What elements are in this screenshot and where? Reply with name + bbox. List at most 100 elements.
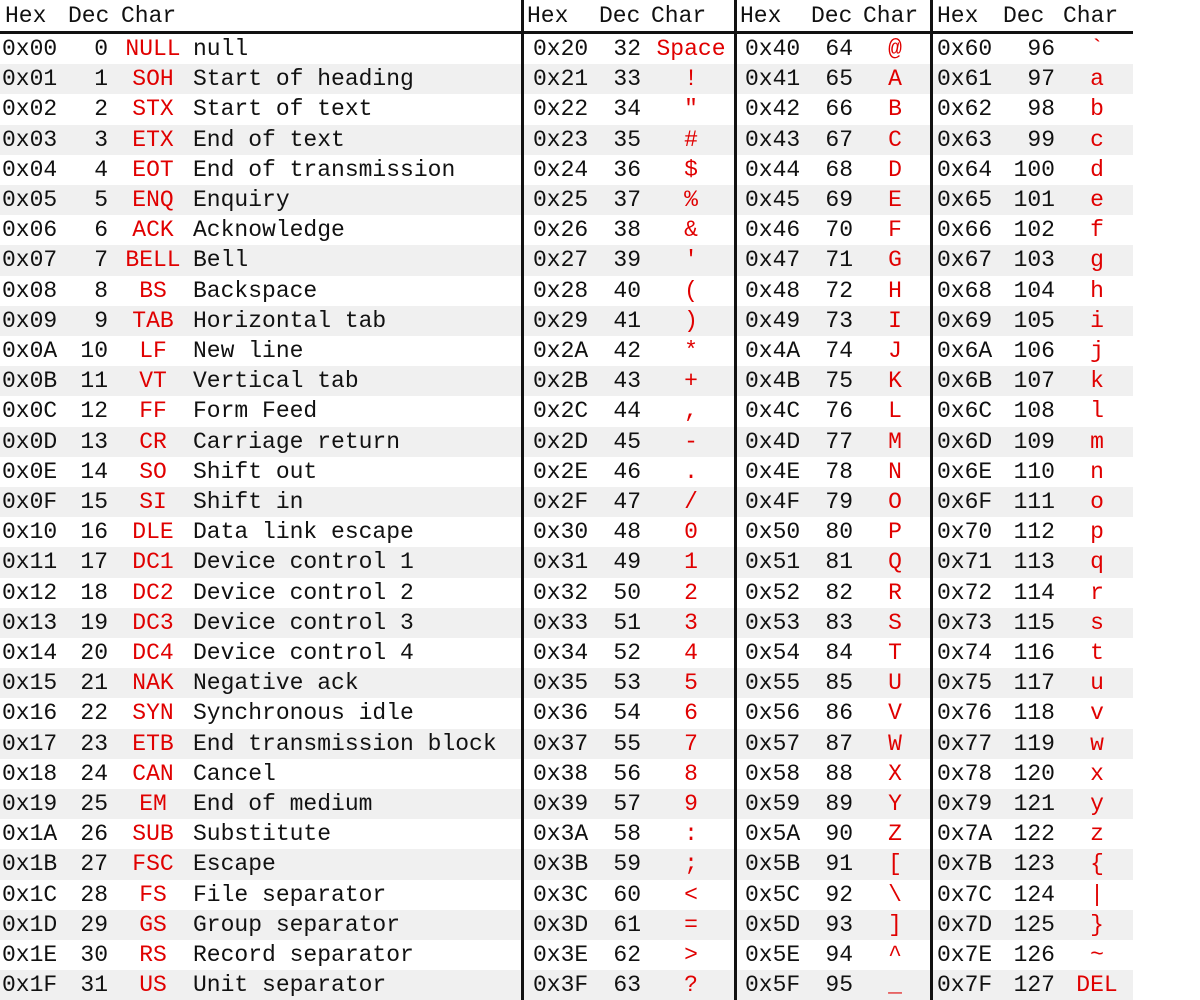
hex-cell: 0x4D bbox=[745, 428, 801, 455]
hex-cell: 0x15 bbox=[2, 670, 58, 697]
dec-cell: 20 bbox=[80, 640, 108, 666]
char-cell: k bbox=[1090, 368, 1104, 395]
char-cell: ENQ bbox=[132, 187, 174, 213]
hex-cell: 0x7F bbox=[937, 972, 993, 999]
hex-cell: 0x62 bbox=[937, 96, 993, 123]
hex-cell: 0x61 bbox=[937, 66, 993, 93]
dec-cell: 3 bbox=[94, 126, 108, 153]
hex-cell: 0x7E bbox=[937, 942, 993, 968]
char-cell: < bbox=[684, 881, 698, 908]
row-stripe bbox=[0, 305, 1133, 336]
hex-cell: 0x17 bbox=[2, 730, 58, 757]
dec-cell: 76 bbox=[825, 398, 853, 425]
dec-cell: 95 bbox=[825, 972, 853, 999]
column-divider bbox=[734, 0, 737, 1000]
row-stripe bbox=[0, 245, 1133, 276]
dec-cell: 19 bbox=[80, 609, 108, 636]
dec-cell: 67 bbox=[825, 126, 853, 153]
char-cell: GS bbox=[139, 911, 167, 938]
char-cell: P bbox=[888, 519, 902, 546]
hex-cell: 0x68 bbox=[937, 277, 993, 304]
dec-cell: 40 bbox=[613, 277, 641, 304]
char-cell: NULL bbox=[125, 36, 181, 62]
dec-cell: 18 bbox=[80, 579, 108, 606]
column-header: Hex bbox=[527, 3, 569, 29]
hex-cell: 0x46 bbox=[745, 217, 801, 244]
hex-cell: 0x5E bbox=[745, 942, 801, 968]
char-cell: D bbox=[888, 156, 902, 183]
hex-cell: 0x2A bbox=[533, 338, 589, 364]
description-cell: Shift in bbox=[193, 489, 304, 515]
dec-cell: 75 bbox=[825, 368, 853, 395]
char-cell: R bbox=[888, 579, 902, 606]
char-cell: j bbox=[1090, 338, 1104, 364]
dec-cell: 8 bbox=[94, 277, 108, 304]
hex-cell: 0x21 bbox=[533, 66, 589, 93]
hex-cell: 0x1C bbox=[2, 881, 58, 908]
row-stripe bbox=[0, 124, 1133, 155]
hex-cell: 0x44 bbox=[745, 156, 801, 183]
char-cell: DEL bbox=[1076, 972, 1118, 999]
hex-cell: 0x08 bbox=[2, 277, 58, 304]
dec-cell: 101 bbox=[1013, 187, 1055, 213]
hex-cell: 0x02 bbox=[2, 96, 58, 123]
hex-cell: 0x54 bbox=[745, 640, 801, 666]
char-cell: H bbox=[888, 277, 902, 304]
dec-cell: 112 bbox=[1013, 519, 1055, 546]
dec-cell: 57 bbox=[613, 791, 641, 817]
dec-cell: 59 bbox=[613, 851, 641, 878]
description-cell: Negative ack bbox=[193, 670, 359, 697]
description-cell: Group separator bbox=[193, 911, 401, 938]
char-cell: NAK bbox=[132, 670, 174, 697]
dec-cell: 70 bbox=[825, 217, 853, 244]
char-cell: ! bbox=[684, 66, 698, 93]
hex-cell: 0x63 bbox=[937, 126, 993, 153]
dec-cell: 48 bbox=[613, 519, 641, 546]
hex-cell: 0x06 bbox=[2, 217, 58, 244]
hex-cell: 0x50 bbox=[745, 519, 801, 546]
char-cell: SOH bbox=[132, 66, 174, 93]
hex-cell: 0x34 bbox=[533, 640, 589, 666]
char-cell: B bbox=[888, 96, 902, 123]
row-stripe bbox=[0, 668, 1133, 699]
hex-cell: 0x48 bbox=[745, 277, 801, 304]
char-cell: a bbox=[1090, 66, 1104, 93]
description-cell: End of text bbox=[193, 126, 345, 153]
dec-cell: 117 bbox=[1013, 670, 1055, 697]
char-cell: $ bbox=[684, 156, 698, 183]
description-cell: Escape bbox=[193, 851, 276, 878]
char-cell: 0 bbox=[684, 519, 698, 546]
hex-cell: 0x01 bbox=[2, 66, 58, 93]
description-cell: Unit separator bbox=[193, 972, 387, 999]
char-cell: & bbox=[684, 217, 698, 244]
dec-cell: 16 bbox=[80, 519, 108, 546]
hex-cell: 0x49 bbox=[745, 307, 801, 334]
hex-cell: 0x1A bbox=[2, 821, 58, 848]
char-cell: FF bbox=[139, 398, 167, 425]
char-cell: LF bbox=[139, 338, 167, 364]
dec-cell: 108 bbox=[1013, 398, 1055, 425]
char-cell: CAN bbox=[132, 760, 174, 787]
char-cell: FS bbox=[139, 881, 167, 908]
hex-cell: 0x2C bbox=[533, 398, 589, 425]
dec-cell: 36 bbox=[613, 156, 641, 183]
char-cell: ^ bbox=[888, 942, 902, 968]
dec-cell: 32 bbox=[613, 36, 641, 62]
dec-cell: 69 bbox=[825, 187, 853, 213]
hex-cell: 0x39 bbox=[533, 791, 589, 817]
column-header: Hex bbox=[740, 3, 782, 29]
char-cell: ) bbox=[684, 307, 698, 334]
dec-cell: 110 bbox=[1013, 458, 1055, 485]
dec-cell: 123 bbox=[1013, 851, 1055, 878]
hex-cell: 0x74 bbox=[937, 640, 993, 666]
dec-cell: 21 bbox=[80, 670, 108, 697]
hex-cell: 0x6E bbox=[937, 458, 993, 485]
hex-cell: 0x0E bbox=[2, 458, 58, 485]
dec-cell: 14 bbox=[80, 458, 108, 485]
row-stripe bbox=[0, 426, 1133, 457]
hex-cell: 0x29 bbox=[533, 307, 589, 334]
dec-cell: 31 bbox=[80, 972, 108, 999]
dec-cell: 120 bbox=[1013, 760, 1055, 787]
description-cell: File separator bbox=[193, 881, 387, 908]
dec-cell: 116 bbox=[1013, 640, 1055, 666]
